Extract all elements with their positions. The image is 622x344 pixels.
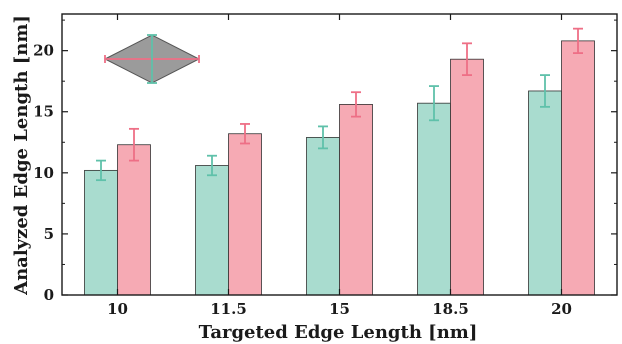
x-tick-label: 18.5 — [432, 300, 469, 318]
bar — [306, 136, 340, 296]
axes — [61, 13, 618, 296]
error-bar — [540, 74, 550, 108]
x-tick-label: 15 — [329, 300, 350, 318]
bar — [450, 58, 484, 296]
y-tick-label: 0 — [44, 286, 54, 304]
rhombus-vertical-measure — [147, 34, 157, 84]
y-tick-label: 15 — [33, 103, 54, 121]
bar — [228, 133, 262, 296]
error-bar — [207, 154, 217, 177]
y-tick-label: 10 — [33, 164, 54, 182]
x-tick-label: 10 — [107, 300, 128, 318]
bar — [339, 104, 373, 296]
bar — [561, 40, 595, 296]
error-bar — [129, 127, 139, 162]
error-bar — [462, 42, 472, 76]
error-bar — [240, 123, 250, 145]
bar — [84, 169, 118, 296]
error-bar — [96, 159, 106, 182]
plot-area — [84, 27, 595, 296]
error-bar — [429, 85, 439, 122]
bar — [528, 90, 562, 296]
x-tick-label: 11.5 — [210, 300, 247, 318]
bar — [117, 144, 151, 296]
x-axis-title: Targeted Edge Length [nm] — [199, 322, 478, 343]
y-tick-label: 20 — [33, 42, 54, 60]
y-axis-title: Analyzed Edge Length [nm] — [11, 15, 32, 296]
tick-labels: 0 5 10 15 20 10 11.5 15 18.5 20 — [33, 42, 572, 318]
error-bar — [573, 27, 583, 54]
bar — [417, 102, 451, 296]
rhombus-inset-icon — [103, 34, 201, 84]
error-bar — [351, 91, 361, 118]
error-bar — [318, 125, 328, 150]
bar — [195, 165, 229, 296]
x-tick-label: 20 — [551, 300, 572, 318]
y-tick-label: 5 — [44, 225, 54, 243]
